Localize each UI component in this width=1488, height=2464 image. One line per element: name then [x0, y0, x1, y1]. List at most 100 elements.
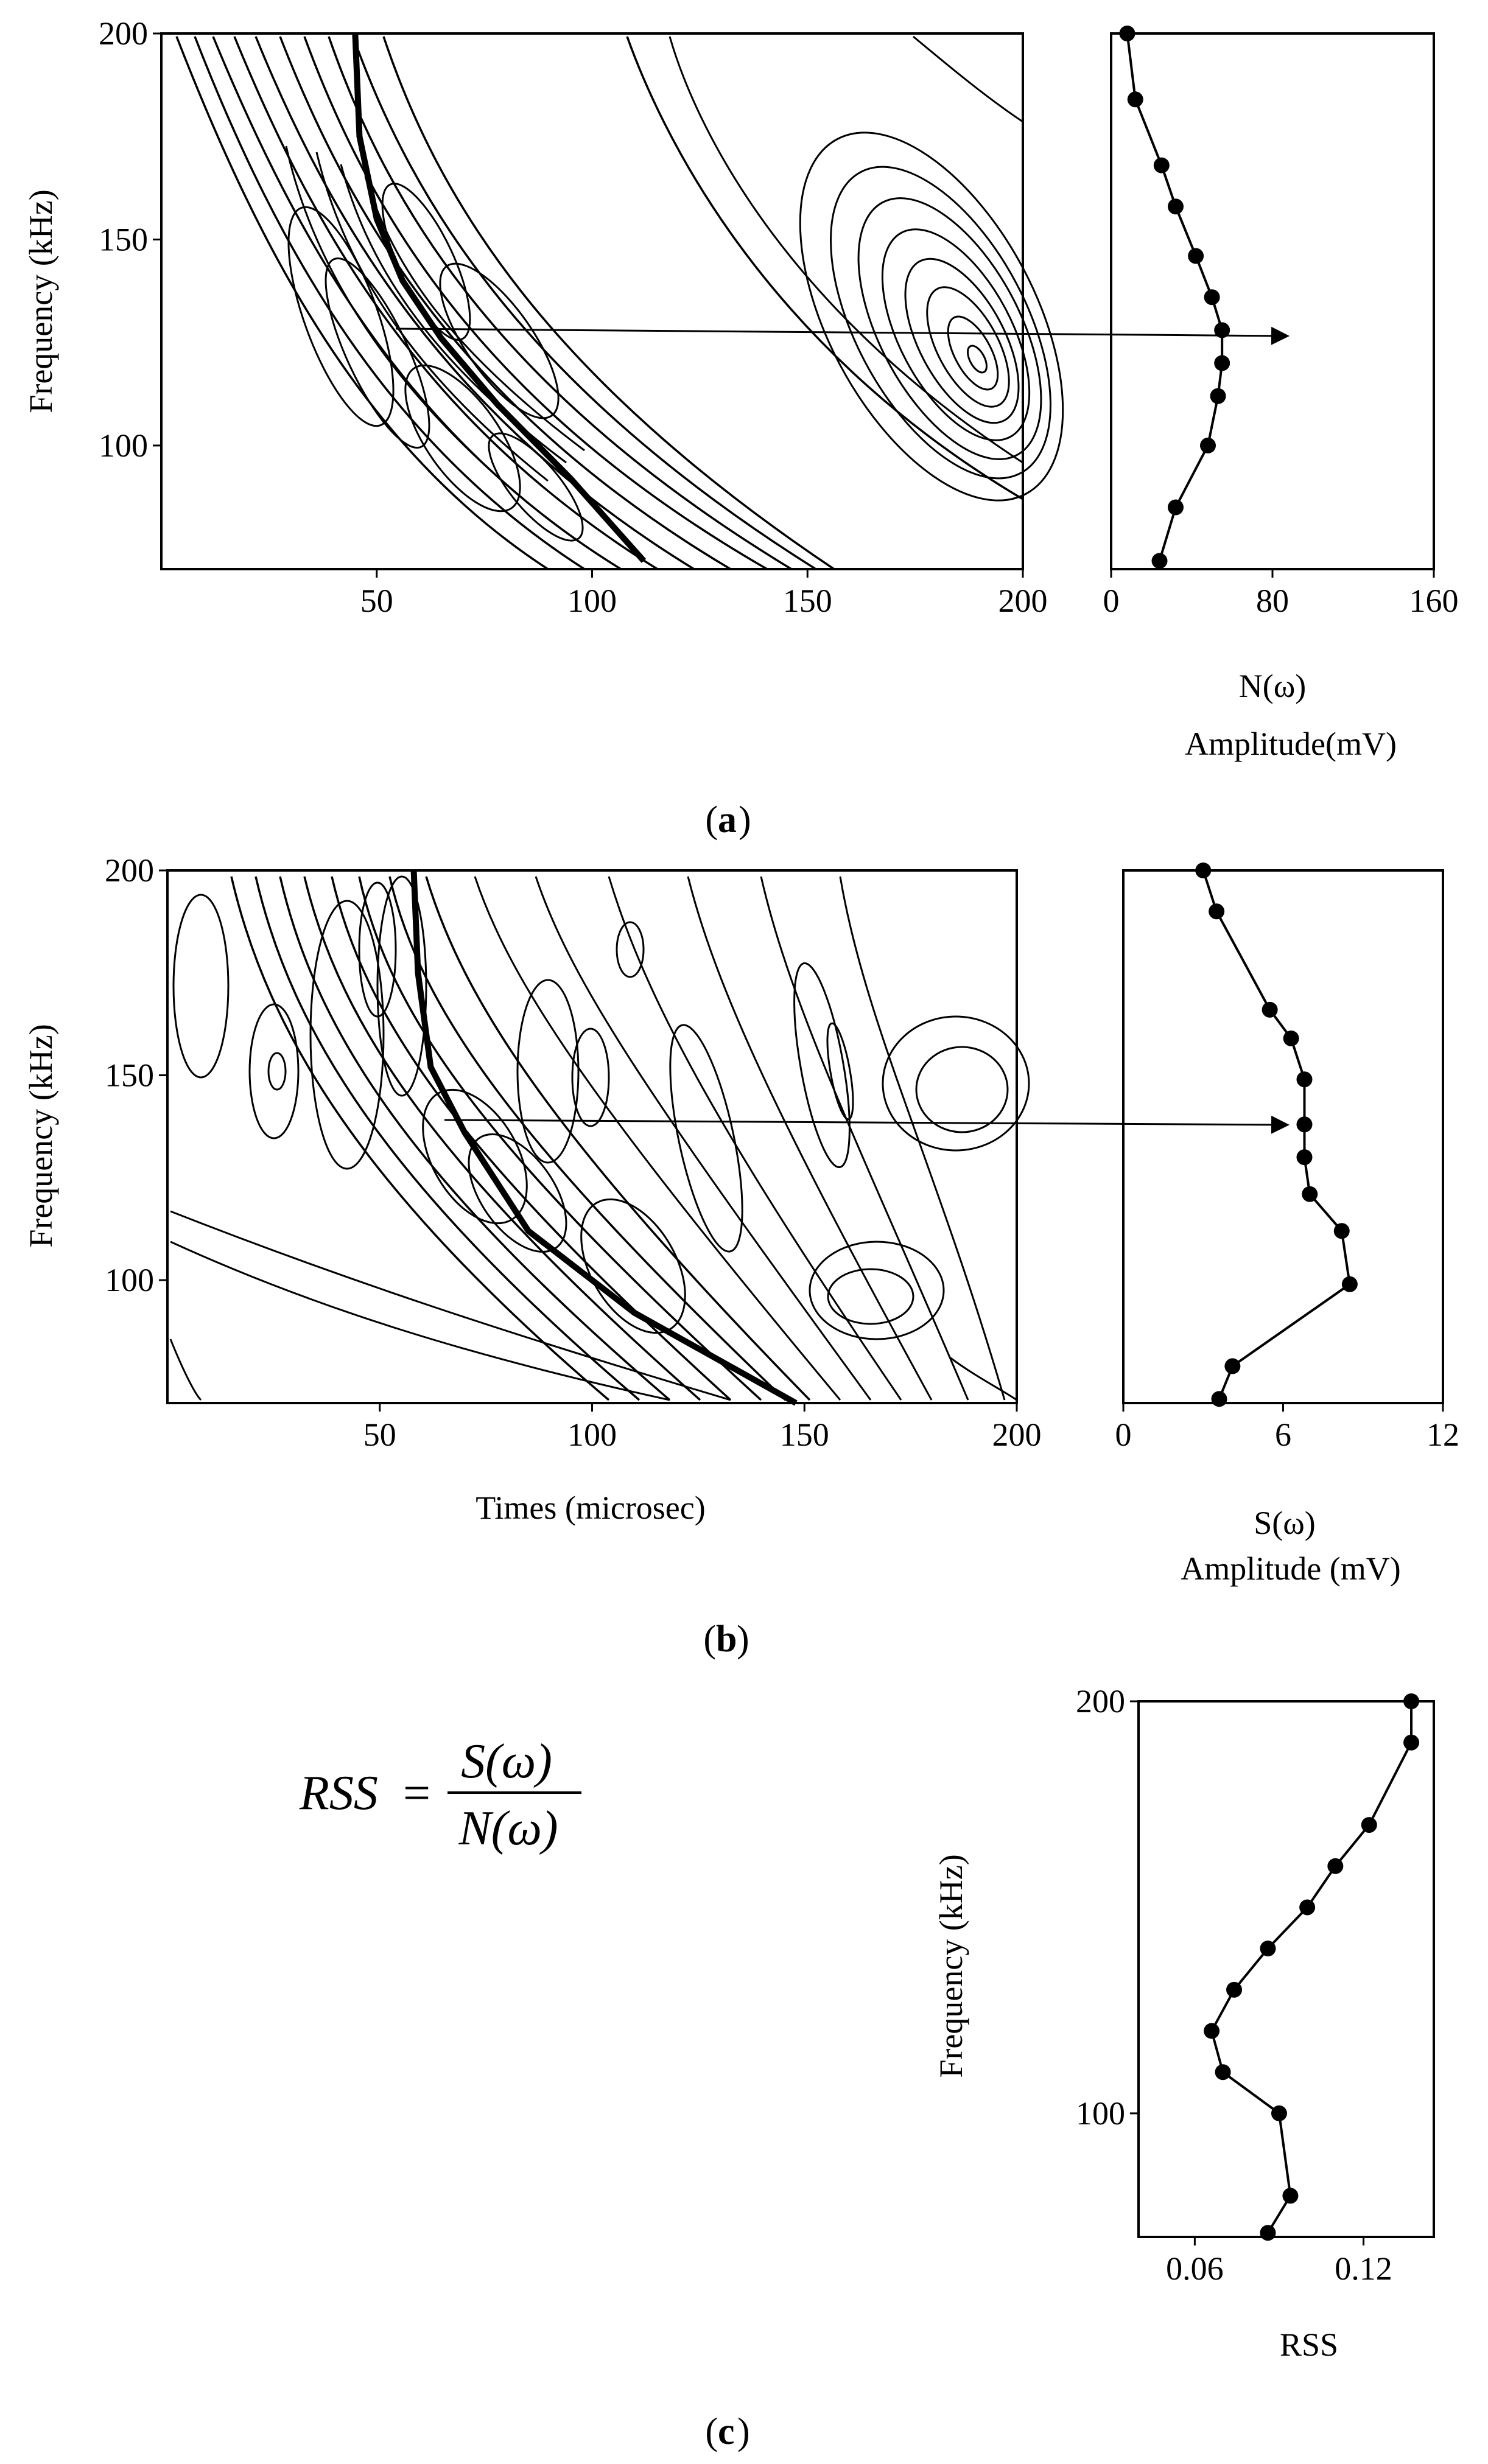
panel-b-spectrum-x-label: S(ω)	[1254, 1505, 1316, 1541]
panel-b-spectrum-points	[1195, 863, 1358, 1407]
x-tick-label-a-contour-3: 200	[998, 583, 1048, 619]
data-point-c-rss-0	[1403, 1693, 1420, 1709]
y-tick-label-c-rss-1: 200	[1076, 1683, 1125, 1720]
panel-c-rss-frame	[1137, 1700, 1435, 2238]
x-tick-label-c-rss-1: 0.12	[1335, 2250, 1392, 2287]
panel-a-spectrum-line	[1126, 33, 1224, 562]
x-tick-label-a-contour-0: 50	[360, 583, 393, 619]
panel-a-dispersion-curve	[352, 33, 647, 563]
panel-a-spectrum-plot: 0 80 160 N(ω) Amplitude(mV)	[1103, 26, 1459, 762]
data-point-a-spectrum-7	[1214, 355, 1230, 371]
data-point-c-rss-8	[1215, 2064, 1231, 2081]
panel-c-y-axis-label: Frequency (kHz)	[933, 1854, 969, 2077]
data-point-c-rss-5	[1260, 1941, 1276, 1957]
data-point-c-rss-3	[1327, 1858, 1344, 1874]
panel-b-spectrum-frame	[1122, 869, 1444, 1404]
data-point-a-spectrum-3	[1168, 198, 1184, 215]
y-tick-label-a-contour-1: 150	[99, 221, 148, 257]
y-tick-label-a-contour-0: 100	[99, 427, 148, 464]
data-point-a-spectrum-5	[1204, 289, 1220, 306]
equation-lhs: RSS	[299, 1766, 378, 1820]
data-point-a-spectrum-11	[1151, 553, 1168, 569]
svg-text:(: (	[705, 2411, 718, 2452]
x-tick-label-b-spectrum-1: 6	[1275, 1416, 1291, 1453]
data-point-b-spectrum-1	[1209, 903, 1225, 920]
data-point-b-spectrum-6	[1296, 1149, 1313, 1166]
svg-text:): )	[737, 2411, 750, 2452]
data-point-b-spectrum-4	[1296, 1071, 1313, 1088]
data-point-a-spectrum-0	[1119, 26, 1135, 41]
equation-equals: =	[403, 1766, 430, 1820]
data-point-b-spectrum-8	[1333, 1223, 1350, 1239]
panel-c-rss-plot: 0.06 0.12 100 200 Frequency (kHz) RSS	[933, 1683, 1435, 2363]
x-tick-label-a-contour-2: 150	[783, 583, 832, 619]
data-point-b-spectrum-2	[1262, 1001, 1278, 1018]
data-point-a-spectrum-1	[1127, 91, 1143, 108]
y-tick-label-b-contour-2: 200	[105, 852, 154, 889]
panel-b-dispersion-curve	[410, 870, 798, 1406]
data-point-b-spectrum-10	[1224, 1358, 1241, 1374]
x-tick-label-a-spectrum-2: 160	[1409, 583, 1459, 619]
panel-b-y-axis-label: Frequency (kHz)	[23, 1024, 59, 1247]
data-point-c-rss-9	[1271, 2105, 1287, 2121]
panel-b-ticks: 50 100 150 200 100 150 200	[105, 852, 1042, 1453]
data-point-c-rss-11	[1260, 2225, 1276, 2241]
equation-denominator: N(ω)	[458, 1802, 558, 1855]
data-point-b-spectrum-0	[1195, 863, 1212, 878]
panel-a-spectrum-x-label-units: Amplitude(mV)	[1185, 726, 1397, 762]
panel-a-spectrum-points	[1119, 26, 1230, 569]
panel-a-arrow	[395, 326, 1290, 345]
data-point-b-spectrum-9	[1341, 1276, 1358, 1292]
data-point-c-rss-7	[1204, 2023, 1220, 2039]
svg-text:(: (	[705, 799, 718, 841]
data-point-a-spectrum-6	[1214, 322, 1230, 338]
panel-a-spectrum-ticks: 0 80 160	[1103, 569, 1459, 619]
equation-numerator: S(ω)	[461, 1735, 552, 1788]
y-tick-label-a-contour-2: 200	[99, 15, 148, 52]
panel-c-ticks: 0.06 0.12 100 200	[1076, 1683, 1392, 2287]
panel-a-spectrum-frame	[1110, 32, 1435, 570]
data-point-b-spectrum-3	[1283, 1030, 1299, 1046]
data-point-b-spectrum-7	[1302, 1186, 1318, 1202]
x-tick-label-b-contour-2: 150	[780, 1416, 829, 1453]
data-point-c-rss-4	[1299, 1899, 1316, 1916]
panel-a-ticks: 50 100 150 200 100 150 200	[99, 15, 1048, 619]
data-point-a-spectrum-9	[1200, 437, 1216, 453]
panel-b-contour-lines	[169, 875, 1030, 1401]
x-tick-label-a-spectrum-1: 80	[1256, 583, 1289, 619]
data-point-b-spectrum-11	[1211, 1391, 1227, 1407]
data-point-c-rss-10	[1282, 2188, 1299, 2204]
x-tick-label-b-contour-3: 200	[992, 1416, 1042, 1453]
x-tick-label-b-contour-1: 100	[567, 1416, 617, 1453]
svg-text:): )	[739, 799, 751, 841]
data-point-b-spectrum-5	[1296, 1116, 1313, 1133]
caption-c: ( c )	[705, 2411, 749, 2452]
x-tick-label-a-contour-1: 100	[567, 583, 617, 619]
data-point-c-rss-2	[1361, 1817, 1377, 1833]
panel-b-spectrum-line	[1202, 870, 1352, 1400]
panel-a-contour-lines	[175, 35, 1064, 570]
panel-c-x-axis-label: RSS	[1280, 2326, 1338, 2363]
x-tick-label-b-spectrum-2: 12	[1427, 1416, 1459, 1453]
x-tick-label-b-contour-0: 50	[363, 1416, 396, 1453]
data-point-a-spectrum-2	[1153, 157, 1170, 173]
panel-b-contour-plot: 50 100 150 200 100 150 200 Frequency (kHz) Tim…	[23, 852, 1290, 1526]
svg-text:b: b	[716, 1619, 737, 1660]
panel-b-spectrum-plot: 0 6 12 S(ω) Amplitude (mV)	[1115, 863, 1459, 1587]
data-point-a-spectrum-8	[1210, 388, 1226, 404]
panel-a-y-axis-label: Frequency (kHz)	[23, 189, 59, 413]
data-point-c-rss-1	[1403, 1734, 1420, 1751]
caption-a: ( a )	[705, 799, 751, 841]
data-point-a-spectrum-10	[1168, 499, 1184, 516]
svg-text:): )	[737, 1619, 749, 1660]
x-tick-label-a-spectrum-0: 0	[1103, 583, 1120, 619]
panel-b-x-axis-label: Times (microsec)	[476, 1489, 705, 1526]
svg-text:(: (	[703, 1619, 716, 1660]
x-tick-label-c-rss-0: 0.06	[1166, 2250, 1224, 2287]
caption-b: ( b )	[703, 1619, 749, 1660]
equation-rss: RSS = S(ω) N(ω)	[299, 1735, 581, 1855]
x-tick-label-b-spectrum-0: 0	[1115, 1416, 1132, 1453]
y-tick-label-b-contour-1: 150	[105, 1057, 154, 1094]
panel-a-contour-plot: 50 100 150 200 100 150 200 Frequency (kHz)	[23, 15, 1290, 619]
